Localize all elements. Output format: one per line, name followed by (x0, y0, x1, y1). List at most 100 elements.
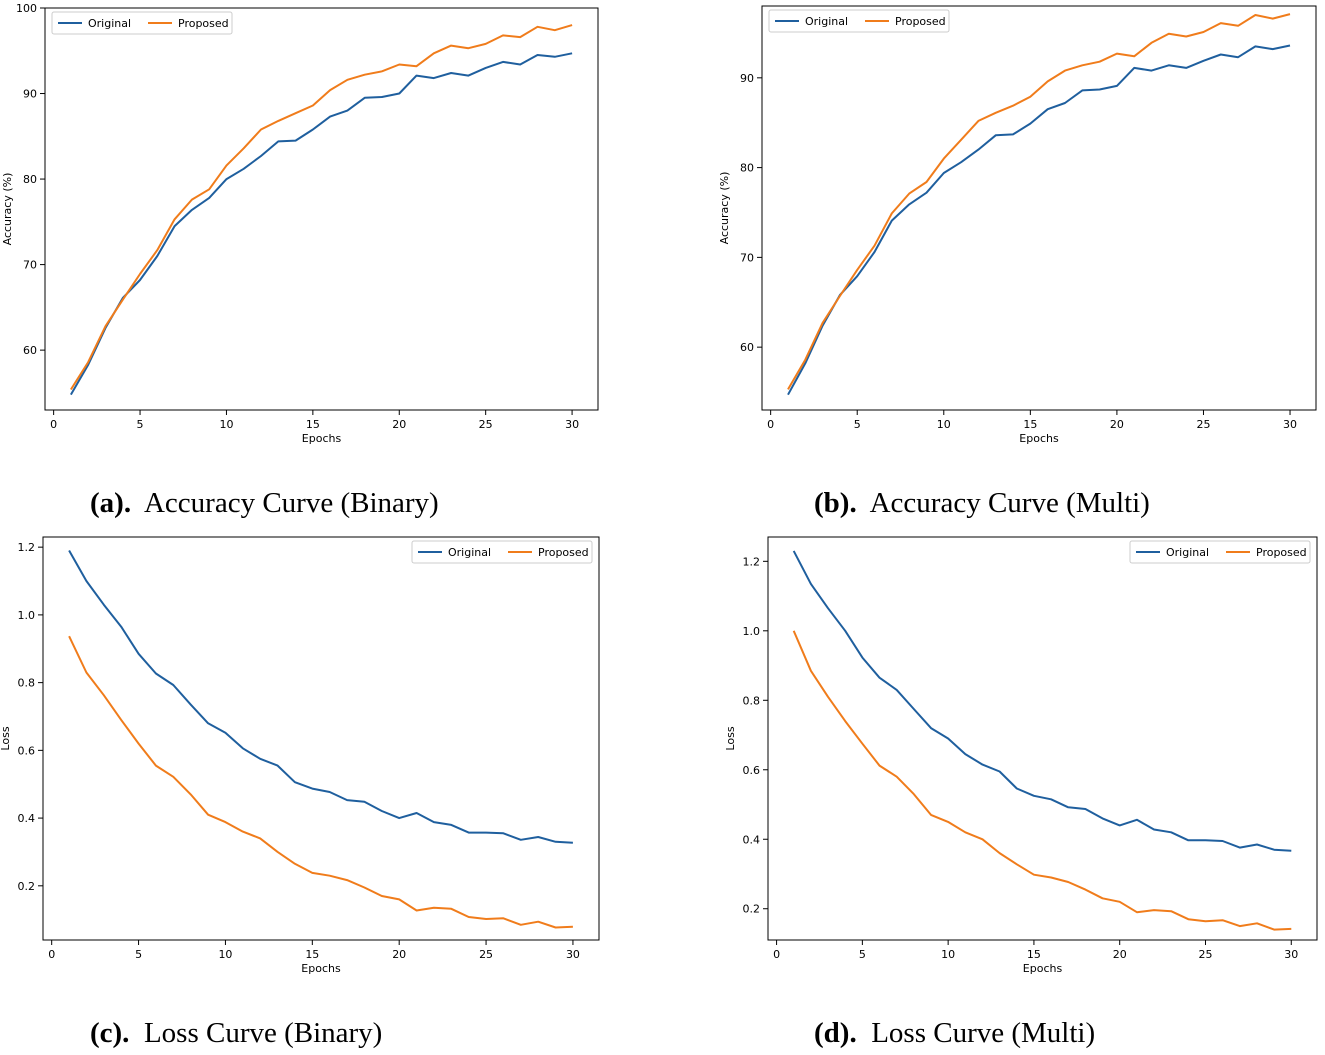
x-tick-label-c: 10 (218, 948, 232, 961)
caption-c-label: (c). (90, 1017, 130, 1049)
x-tick-label-c: 20 (392, 948, 406, 961)
x-axis-label-b: Epochs (1019, 432, 1059, 445)
y-axis-label-d: Loss (724, 726, 737, 750)
chart-a: 0 5 10 15 20 25 30 60 70 80 90 100 Epochs Accuracy (%… (1, 2, 599, 445)
series-line-d-proposed (792, 630, 1292, 931)
axes-frame-c (42, 536, 600, 941)
legend-box-d (1129, 540, 1311, 564)
y-tick-label-c: 1.2 (18, 541, 36, 554)
y-tick-label-a: 100 (16, 2, 37, 15)
x-axis-label-a: Epochs (302, 432, 342, 445)
x-tick-label-a: 15 (306, 418, 320, 431)
x-tick-label-b: 10 (937, 418, 951, 431)
y-tick-label-a: 60 (23, 344, 37, 357)
caption-c-text: Loss Curve (Binary) (143, 1017, 383, 1049)
y-tick-label-d: 0.8 (743, 694, 761, 707)
caption-b: (b). Accuracy Curve (Multi) (814, 487, 1150, 520)
caption-a: (a). Accuracy Curve (Binary) (90, 487, 439, 520)
x-tick-label-d: 10 (941, 948, 955, 961)
axes-frame-d (767, 536, 1318, 941)
y-tick-label-c: 1.0 (18, 609, 36, 622)
y-tick-label-a: 80 (23, 173, 37, 186)
series-line-b-original (787, 44, 1291, 396)
y-tick-label-c: 0.2 (18, 880, 36, 893)
y-axis-label-c: Loss (0, 726, 12, 750)
axes-frame-b (761, 5, 1317, 411)
legend-label-a-original: Original (88, 17, 131, 30)
y-tick-label-d: 1.2 (743, 555, 761, 568)
x-tick-label-a: 0 (50, 418, 57, 431)
caption-b-text: Accuracy Curve (Multi) (869, 487, 1150, 519)
x-axis-label-d: Epochs (1023, 962, 1063, 975)
caption-d: (d). Loss Curve (Multi) (814, 1017, 1095, 1050)
x-tick-label-d: 25 (1198, 948, 1212, 961)
legend-a: Original Proposed (51, 11, 233, 35)
legend-label-a-proposed: Proposed (178, 17, 229, 30)
legend-box-c (411, 540, 593, 564)
y-axis-label-a: Accuracy (%) (1, 173, 14, 246)
legend-c: Original Proposed (411, 540, 593, 564)
x-tick-label-c: 15 (305, 948, 319, 961)
series-line-c-proposed (68, 635, 573, 929)
y-tick-label-a: 70 (23, 259, 37, 272)
legend-label-c-proposed: Proposed (538, 546, 589, 559)
y-tick-label-c: 0.4 (18, 812, 36, 825)
x-tick-label-d: 5 (859, 948, 866, 961)
caption-c: (c). Loss Curve (Binary) (90, 1017, 382, 1050)
chart-b: 0 5 10 15 20 25 30 60 70 80 90 Epochs Accuracy (%) Or… (718, 5, 1317, 445)
series-line-b-proposed (787, 13, 1291, 390)
legend-label-c-original: Original (448, 546, 491, 559)
series-line-a-proposed (70, 24, 573, 391)
legend-label-d-proposed: Proposed (1256, 546, 1307, 559)
x-axis-label-c: Epochs (301, 962, 341, 975)
series-line-a-original (70, 52, 573, 396)
y-axis-label-b: Accuracy (%) (718, 172, 731, 245)
y-tick-label-d: 0.6 (743, 764, 761, 777)
x-tick-label-b: 30 (1283, 418, 1297, 431)
legend-label-d-original: Original (1166, 546, 1209, 559)
y-tick-label-c: 0.6 (18, 744, 36, 757)
y-tick-label-d: 0.4 (743, 833, 761, 846)
y-tick-label-b: 70 (740, 251, 754, 264)
x-tick-label-b: 0 (767, 418, 774, 431)
y-tick-label-c: 0.8 (18, 677, 36, 690)
x-tick-label-c: 30 (566, 948, 580, 961)
chart-c: 0 5 10 15 20 25 30 0.2 0.4 0.6 0.8 1.0 1.2 Epochs Loss… (0, 536, 600, 975)
y-tick-label-d: 1.0 (743, 625, 761, 638)
legend-d: Original Proposed (1129, 540, 1311, 564)
caption-d-text: Loss Curve (Multi) (871, 1017, 1096, 1049)
series-line-d-original (792, 550, 1292, 852)
x-tick-label-d: 0 (773, 948, 780, 961)
chart-d: 0 5 10 15 20 25 30 0.2 0.4 0.6 0.8 1.0 1.2 Epochs Loss… (724, 536, 1318, 975)
x-tick-label-d: 20 (1113, 948, 1127, 961)
x-tick-label-c: 5 (135, 948, 142, 961)
x-tick-label-a: 20 (392, 418, 406, 431)
x-tick-label-b: 5 (854, 418, 861, 431)
y-tick-label-a: 90 (23, 88, 37, 101)
y-tick-label-b: 80 (740, 162, 754, 175)
x-tick-label-d: 30 (1284, 948, 1298, 961)
x-tick-label-a: 10 (219, 418, 233, 431)
x-tick-label-b: 20 (1110, 418, 1124, 431)
legend-box-a (51, 11, 233, 35)
legend-box-b (768, 9, 950, 33)
x-tick-label-a: 25 (479, 418, 493, 431)
x-tick-label-c: 0 (48, 948, 55, 961)
legend-b: Original Proposed (768, 9, 950, 33)
x-tick-label-d: 15 (1027, 948, 1041, 961)
legend-label-b-original: Original (805, 15, 848, 28)
x-tick-label-b: 25 (1196, 418, 1210, 431)
y-tick-label-b: 90 (740, 72, 754, 85)
x-tick-label-b: 15 (1023, 418, 1037, 431)
caption-a-text: Accuracy Curve (Binary) (143, 487, 439, 519)
caption-a-label: (a). (90, 487, 132, 519)
x-tick-label-a: 5 (137, 418, 144, 431)
caption-b-label: (b). (814, 487, 857, 519)
legend-label-b-proposed: Proposed (895, 15, 946, 28)
x-tick-label-c: 25 (479, 948, 493, 961)
y-tick-label-d: 0.2 (743, 903, 761, 916)
series-line-c-original (68, 550, 573, 844)
caption-d-label: (d). (814, 1017, 857, 1049)
axes-frame-a (44, 7, 599, 411)
